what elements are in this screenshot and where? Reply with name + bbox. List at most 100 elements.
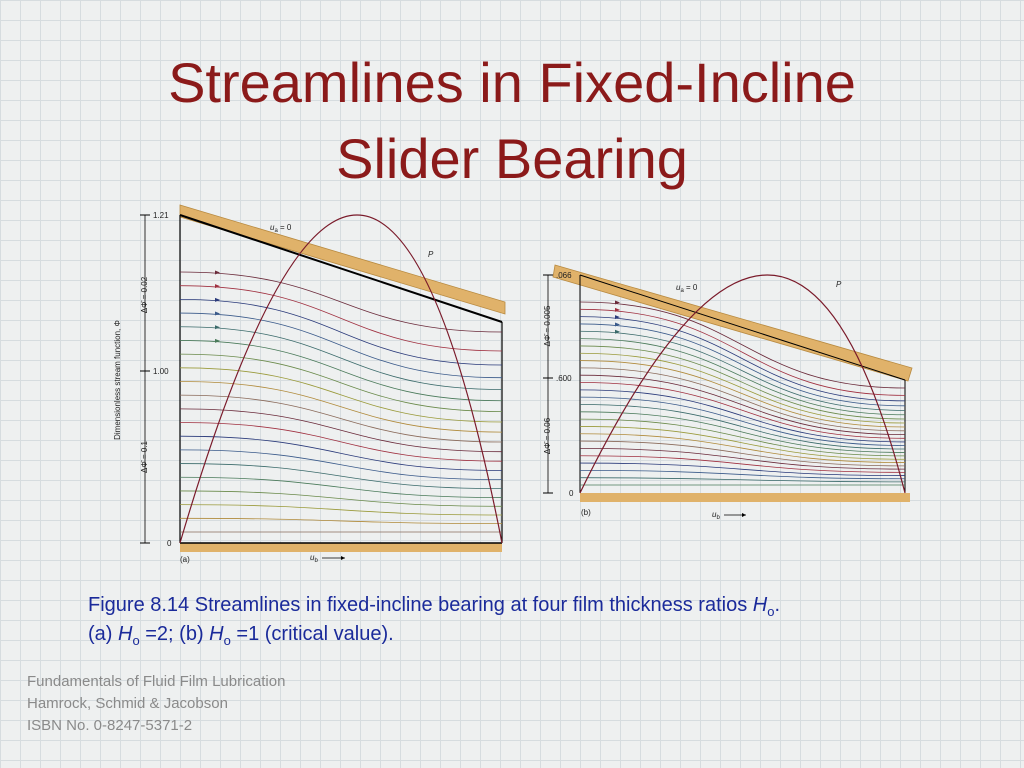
streamline <box>579 433 906 463</box>
footer-line: Fundamentals of Fluid Film Lubrication <box>27 673 286 690</box>
subscript: a <box>680 288 684 294</box>
figure: 1.21 1.00 0 Dimensionless stream functio… <box>113 204 913 564</box>
streamline <box>579 360 906 428</box>
tick-label: 1.21 <box>153 211 169 220</box>
text: = 0 <box>278 223 292 232</box>
streamline <box>579 411 906 453</box>
symbol: H <box>209 623 224 645</box>
symbol: H <box>752 594 768 616</box>
streamline <box>579 469 906 480</box>
streamline <box>579 367 906 432</box>
flow-arrow <box>215 270 220 275</box>
text: . <box>774 594 780 616</box>
subscript: b <box>716 515 720 521</box>
streamline <box>179 435 503 471</box>
text: (a) <box>88 623 118 645</box>
subscript: b <box>314 558 318 564</box>
streamline <box>579 477 906 483</box>
streamline <box>179 298 503 366</box>
symbol: u <box>310 553 315 562</box>
streamline <box>179 422 503 462</box>
velocity-label: ub <box>310 553 318 564</box>
caption-line: (a) Ho =2; (b) Ho =1 (critical value). <box>88 623 394 648</box>
streamlines <box>179 214 906 544</box>
flow-arrow <box>615 315 620 320</box>
streamline <box>179 285 503 352</box>
velocity-label: ub <box>712 510 720 521</box>
flow-arrow <box>215 284 220 289</box>
streamline <box>579 382 906 439</box>
flow-arrow <box>615 329 620 334</box>
streamline <box>579 352 906 424</box>
streamline <box>179 340 503 402</box>
streamline <box>179 504 503 516</box>
streamline <box>579 455 906 473</box>
text: Figure 8.14 Streamlines in fixed-incline… <box>88 594 753 616</box>
streamline <box>579 426 906 460</box>
streamline <box>579 316 906 402</box>
flow-arrow <box>615 300 620 305</box>
symbol: u <box>270 223 275 232</box>
streamline <box>179 517 503 524</box>
text: =2; (b) <box>139 623 210 645</box>
footer-line: ISBN No. 0-8247-5371-2 <box>27 717 193 734</box>
streamline <box>179 394 503 443</box>
panel-label: (a) <box>180 555 190 564</box>
pressure-label: P <box>428 250 434 259</box>
streamline <box>179 490 503 507</box>
streamline <box>179 449 503 481</box>
velocity-label: ua = 0 <box>270 223 292 234</box>
streamline <box>179 408 503 453</box>
text: = 0 <box>684 283 698 292</box>
subscript: o <box>223 633 231 648</box>
text: =1 (critical value). <box>230 623 394 645</box>
flow-arrow <box>215 297 220 302</box>
flow-arrow <box>215 338 220 343</box>
streamline <box>579 396 906 446</box>
velocity-label: ua = 0 <box>676 283 698 294</box>
subscript: o <box>132 633 140 648</box>
flow-arrow <box>215 325 220 330</box>
delta-label: ΔΦ̄ = 0.06 <box>543 417 552 454</box>
streamline <box>179 353 503 412</box>
streamline <box>579 323 906 407</box>
flow-arrow <box>615 322 620 327</box>
symbol: u <box>676 283 681 292</box>
delta-label: ΔΦ̄ = 0.005 <box>543 305 552 346</box>
pad-surface <box>579 274 906 381</box>
symbol: H <box>118 623 133 645</box>
panel-label: (b) <box>581 508 591 517</box>
streamline <box>579 389 906 443</box>
runner <box>180 543 502 552</box>
streamline <box>179 381 503 433</box>
title-line: Streamlines in Fixed-Incline <box>168 51 856 114</box>
streamline <box>579 301 906 389</box>
flow-arrow <box>215 311 220 316</box>
streamline <box>579 338 906 416</box>
pressure-label: P <box>836 280 842 289</box>
streamline <box>179 271 503 333</box>
streamline <box>579 404 906 450</box>
subscript: o <box>767 604 775 619</box>
footer-line: Hamrock, Schmid & Jacobson <box>27 695 228 712</box>
streamline <box>579 308 906 396</box>
streamline <box>179 312 503 379</box>
tick-label: .066 <box>556 271 572 280</box>
arrow-head <box>742 513 746 517</box>
title-line: Slider Bearing <box>336 127 688 190</box>
pad-surface <box>179 214 503 323</box>
runner <box>580 493 910 502</box>
streamline <box>179 326 503 390</box>
tick-label: .600 <box>556 374 572 383</box>
delta-label: ΔΦ̄ = 0.02 <box>140 276 149 313</box>
delta-label: ΔΦ̄ = 0.1 <box>140 440 149 473</box>
flow-arrow <box>615 307 620 312</box>
streamline <box>579 462 906 476</box>
streamline <box>179 463 503 490</box>
streamline <box>579 448 906 470</box>
streamline <box>579 345 906 420</box>
subscript: a <box>274 228 278 234</box>
tick-label: 0 <box>167 539 172 548</box>
pressure-curve <box>179 214 503 544</box>
